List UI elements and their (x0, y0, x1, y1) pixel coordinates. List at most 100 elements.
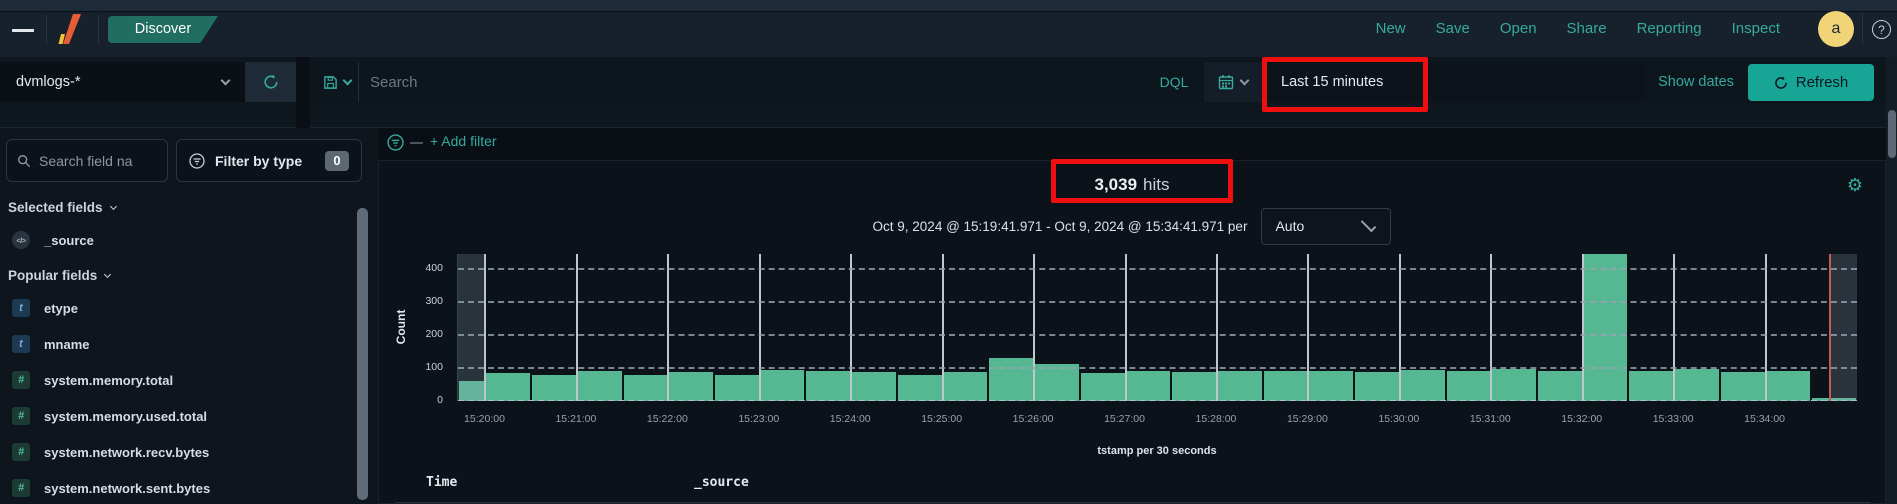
histogram-bar (1675, 368, 1719, 401)
avatar[interactable]: a (1818, 11, 1854, 47)
field-type-icon: # (12, 371, 30, 389)
selected-fields-heading[interactable]: Selected fields (8, 200, 117, 215)
date-picker-button[interactable] (1204, 62, 1262, 102)
field-item-system.network.recv.bytes[interactable]: # system.network.recv.bytes (0, 434, 356, 470)
query-bar-main: DQL Last 15 minutes Show dates (310, 62, 1886, 102)
fields-sidebar: Filter by type 0 Selected fields </> _sou… (0, 128, 378, 504)
filter-by-type-button[interactable]: Filter by type 0 (176, 139, 362, 182)
nav-link-share[interactable]: Share (1566, 20, 1607, 37)
x-gridline (1124, 254, 1127, 401)
field-name: mname (44, 336, 90, 352)
search-input[interactable] (370, 62, 1145, 102)
field-search-input[interactable] (39, 152, 157, 169)
nav-link-new[interactable]: New (1375, 20, 1406, 37)
popular-fields-heading[interactable]: Popular fields (8, 268, 112, 283)
calendar-icon (1218, 75, 1234, 90)
x-gridline (1033, 254, 1036, 401)
help-icon[interactable]: ? (1872, 20, 1891, 39)
histogram-bar (532, 374, 576, 401)
navbar-divider (46, 15, 47, 44)
popular-fields-label: Popular fields (8, 268, 98, 283)
nav-link-open[interactable]: Open (1499, 20, 1537, 37)
navbar-links: New Save Open Share Reporting Inspect (1376, 0, 1780, 57)
histogram-plot[interactable] (457, 254, 1857, 401)
refresh-button[interactable]: Refresh (1748, 64, 1874, 101)
nav-link-inspect[interactable]: Inspect (1731, 20, 1780, 37)
saved-query-button[interactable] (316, 62, 358, 102)
field-name: system.network.recv.bytes (44, 444, 210, 460)
query-bar-gap (296, 57, 310, 128)
navbar: Discover New Save Open Share Reporting Inspec… (0, 0, 1897, 57)
x-tick-label: 15:27:00 (1104, 413, 1145, 425)
nav-link-save[interactable]: Save (1435, 20, 1470, 37)
y-tick-label: 0 (437, 394, 443, 406)
navbar-divider (1862, 14, 1863, 44)
x-tick-label: 15:28:00 (1195, 413, 1237, 425)
index-refresh-button[interactable] (245, 62, 296, 102)
x-tick-label: 15:22:00 (646, 413, 688, 425)
field-item-system.memory.total[interactable]: # system.memory.total (0, 362, 356, 398)
index-pattern-select[interactable]: dvmlogs-* (0, 62, 245, 102)
histogram-bar (1446, 370, 1491, 401)
refresh-icon (263, 74, 278, 89)
window-scrollbar-thumb[interactable] (1887, 110, 1896, 158)
query-language-button[interactable]: DQL (1150, 69, 1198, 95)
histogram-bar (1766, 370, 1811, 401)
histogram-bar (1035, 363, 1079, 401)
index-pattern-value: dvmlogs-* (16, 74, 81, 90)
field-name: system.network.sent.bytes (44, 480, 211, 496)
refresh-icon (1774, 76, 1787, 89)
histogram-bar (760, 369, 805, 401)
nav-link-reporting[interactable]: Reporting (1636, 20, 1702, 37)
x-tick-label: 15:25:00 (921, 413, 963, 425)
field-type-icon: t (12, 299, 30, 317)
hits-suffix: hits (1143, 175, 1170, 194)
x-gridline (667, 254, 670, 401)
histogram-bar (897, 374, 942, 401)
histogram-bar (1172, 371, 1216, 401)
search-icon (18, 154, 31, 167)
field-item-system.network.sent.bytes[interactable]: # system.network.sent.bytes (0, 470, 356, 504)
navbar-top-strip (0, 0, 1897, 12)
menu-toggle-icon[interactable] (12, 20, 36, 38)
x-gridline (1307, 254, 1310, 401)
interval-value: Auto (1275, 218, 1305, 234)
column-header-time[interactable]: Time (426, 475, 458, 490)
y-tick-label: 200 (425, 327, 443, 340)
x-tick-label: 15:20:00 (464, 413, 505, 425)
app-logo[interactable] (56, 13, 84, 45)
results-panel: 3,039 hits ⚙ Oct 9, 2024 @ 15:19:41.971 … (378, 160, 1886, 504)
partial-bucket-shade (458, 254, 486, 401)
settings-gear-icon[interactable]: ⚙ (1846, 175, 1863, 195)
histogram-bar (1537, 370, 1582, 401)
filter-icon (387, 134, 404, 151)
field-item-system.memory.used.total[interactable]: # system.memory.used.total (0, 398, 356, 434)
breadcrumb-discover[interactable]: Discover (108, 16, 218, 43)
histogram-bar (1492, 368, 1536, 401)
add-filter-button[interactable]: + Add filter (430, 133, 497, 149)
x-axis-title: tstamp per 30 seconds (1097, 445, 1217, 457)
sidebar-scrollbar-thumb[interactable] (357, 208, 368, 500)
x-gridline (1490, 254, 1493, 401)
time-range-button[interactable]: Last 15 minutes (1262, 62, 1646, 102)
field-name: system.memory.total (44, 372, 174, 388)
field-item-etype[interactable]: t etype (0, 290, 356, 326)
x-tick-label: 15:21:00 (555, 413, 597, 425)
filter-count-badge: 0 (325, 150, 349, 171)
histogram-bar (1583, 254, 1628, 401)
time-range-value: Last 15 minutes (1281, 74, 1384, 90)
filter-options-button[interactable] (387, 134, 404, 151)
field-item-_source[interactable]: </> _source (0, 222, 356, 258)
interval-select[interactable]: Auto (1261, 207, 1392, 245)
field-item-mname[interactable]: t mname (0, 326, 356, 362)
query-bar: dvmlogs-* DQL (0, 57, 1897, 128)
histogram-bar (1126, 371, 1171, 401)
save-icon (324, 75, 337, 89)
window-scrollbar[interactable] (1886, 57, 1897, 504)
y-tick-label: 300 (425, 294, 443, 307)
field-name: etype (44, 300, 78, 316)
histogram-bar (669, 371, 714, 401)
popular-fields-list: t etype t mname # system.memory.total # system.… (0, 290, 356, 504)
show-dates-button[interactable]: Show dates (1646, 62, 1746, 102)
x-tick-label: 15:31:00 (1469, 413, 1511, 425)
